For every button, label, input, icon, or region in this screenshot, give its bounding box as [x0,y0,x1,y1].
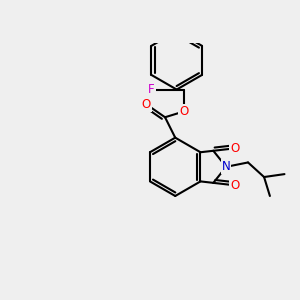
Text: O: O [179,105,189,118]
Text: O: O [230,142,240,155]
Text: O: O [141,98,151,111]
Text: O: O [230,179,240,192]
Text: F: F [148,83,155,96]
Text: N: N [222,160,230,173]
